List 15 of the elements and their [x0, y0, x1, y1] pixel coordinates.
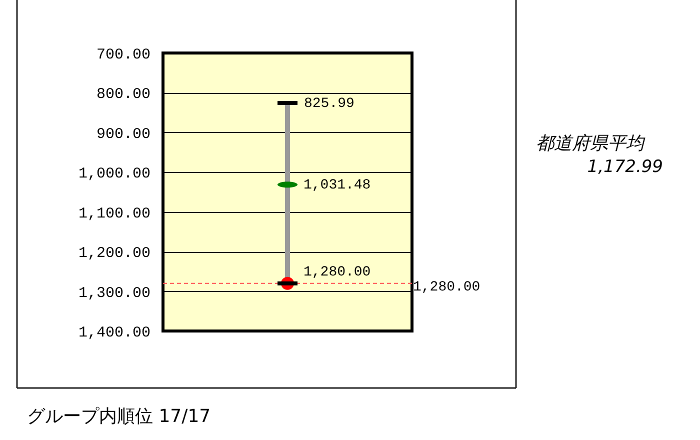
y-tick-label: 700.00 — [96, 46, 150, 64]
y-tick-label: 1,100.00 — [78, 205, 150, 222]
data-label: 1,280.00 — [304, 264, 371, 280]
y-tick-label: 1,400.00 — [78, 324, 150, 342]
y-tick-label: 1,300.00 — [78, 284, 150, 302]
y-tick-label: 900.00 — [96, 126, 150, 143]
y-tick-label: 1,000.00 — [78, 166, 150, 183]
y-tick-label: 1,200.00 — [78, 245, 150, 262]
text: グループ内順位 17/17 — [27, 406, 211, 427]
text: 1,172.99 — [587, 157, 663, 177]
data-label: 1,031.48 — [304, 178, 371, 194]
annotation: 825.99 — [304, 96, 354, 112]
ref-line-label: 1,280.00 — [413, 279, 480, 296]
text: 都道府県平均 — [536, 133, 646, 154]
y-tick-label: 800.00 — [96, 86, 150, 104]
